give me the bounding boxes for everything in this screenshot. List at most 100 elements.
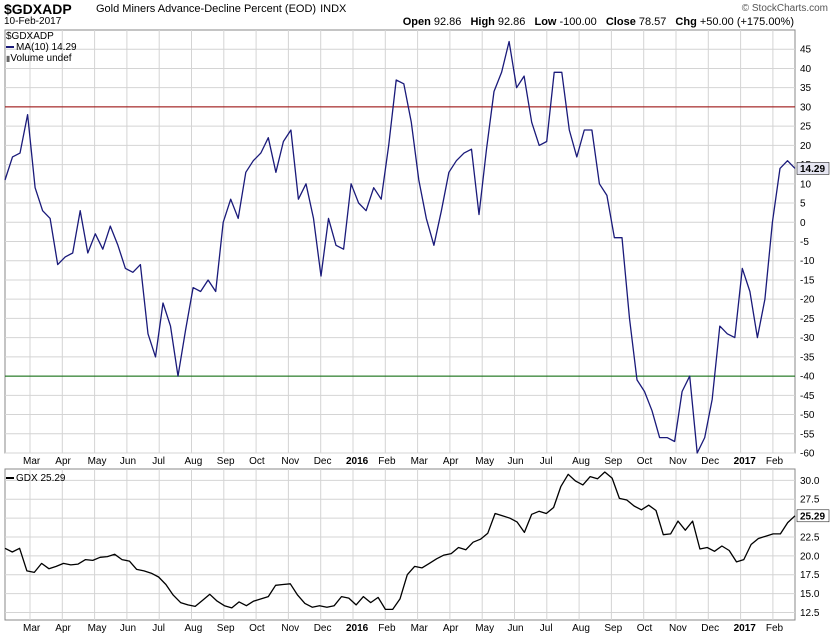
x-tick-label: Dec xyxy=(314,623,332,634)
x-tick-label: Apr xyxy=(443,456,459,467)
description-text: Gold Miners Advance-Decline Percent (EOD… xyxy=(96,3,317,15)
x-tick-label: Jul xyxy=(540,456,553,467)
x-tick-label: Jun xyxy=(120,623,136,634)
symbol-title: $GDXADP xyxy=(4,1,72,17)
x-tick-label: 2016 xyxy=(346,456,369,467)
legend-gdx: GDX 25.29 xyxy=(16,473,66,484)
adp-legend: $GDXADP MA(10) 14.29 ▮Volume undef xyxy=(6,31,77,64)
x-tick-label: Nov xyxy=(281,623,299,634)
x-tick-label: 2016 xyxy=(346,623,369,634)
last-value-label: 25.29 xyxy=(800,511,825,522)
legend-ma: MA(10) 14.29 xyxy=(16,42,77,53)
x-tick-label: Mar xyxy=(23,623,41,634)
x-tick-label: Jul xyxy=(152,623,165,634)
x-tick-label: Aug xyxy=(185,456,203,467)
ohlc-summary: Open 92.86 High 92.86 Low -100.00 Close 78.5… xyxy=(397,16,794,28)
legend-ma-entry: MA(10) 14.29 xyxy=(6,42,77,53)
legend-volume-entry: ▮Volume undef xyxy=(6,53,77,64)
low-label: Low xyxy=(534,16,557,28)
x-tick-label: Oct xyxy=(249,456,265,467)
high-label: High xyxy=(470,16,495,28)
series-line xyxy=(4,471,796,611)
y-tick-label: 0 xyxy=(800,218,806,229)
y-tick-label: 22.5 xyxy=(800,532,820,543)
x-tick-label: Dec xyxy=(701,623,719,634)
x-tick-label: Aug xyxy=(185,623,203,634)
chg-value: +50.00 (+175.00%) xyxy=(699,16,794,28)
y-tick-label: -60 xyxy=(800,449,815,460)
x-tick-label: Dec xyxy=(314,456,332,467)
chart-description: Gold Miners Advance-Decline Percent (EOD… xyxy=(96,3,346,15)
y-tick-label: -5 xyxy=(800,237,809,248)
y-tick-label: 27.5 xyxy=(800,495,820,506)
x-tick-label: May xyxy=(88,623,107,634)
y-tick-label: -30 xyxy=(800,333,815,344)
last-value-box xyxy=(796,509,830,523)
y-tick-label: -10 xyxy=(800,256,815,267)
x-tick-label: Oct xyxy=(249,623,265,634)
x-tick-label: Sep xyxy=(604,456,622,467)
volume-icon: ▮ xyxy=(6,54,11,63)
x-tick-label: Feb xyxy=(378,456,396,467)
legend-symbol: $GDXADP xyxy=(6,31,54,42)
x-tick-label: May xyxy=(88,456,107,467)
y-tick-label: 17.5 xyxy=(800,570,820,581)
y-tick-label: -25 xyxy=(800,314,815,325)
x-tick-label: Apr xyxy=(55,623,71,634)
exchange-label: INDX xyxy=(320,3,347,15)
y-tick-label: -50 xyxy=(800,410,815,421)
legend-volume: Volume undef xyxy=(10,53,72,64)
y-tick-label: 45 xyxy=(800,45,812,56)
x-tick-label: 2017 xyxy=(734,623,757,634)
x-tick-label: Jun xyxy=(120,456,136,467)
y-tick-label: -20 xyxy=(800,295,815,306)
x-tick-label: May xyxy=(475,623,494,634)
x-tick-label: Aug xyxy=(572,623,590,634)
y-tick-label: 25 xyxy=(800,122,812,133)
x-tick-label: Feb xyxy=(766,623,784,634)
high-value: 92.86 xyxy=(497,16,526,28)
last-value-box xyxy=(796,162,830,175)
x-tick-label: Jul xyxy=(152,456,165,467)
x-tick-label: Mar xyxy=(23,456,41,467)
y-tick-label: 35 xyxy=(800,83,812,94)
y-tick-label: -40 xyxy=(800,372,815,383)
y-tick-label: 30 xyxy=(800,102,812,113)
x-tick-label: Dec xyxy=(701,456,719,467)
x-tick-label: 2017 xyxy=(734,456,757,467)
gdx-panel: 30.027.525.022.520.017.515.012.5MarAprMa… xyxy=(4,468,830,634)
y-tick-label: 40 xyxy=(800,64,812,75)
y-tick-label: 10 xyxy=(800,179,812,190)
ma-swatch xyxy=(6,46,14,49)
close-label: Close xyxy=(605,16,636,28)
x-tick-label: Sep xyxy=(217,623,235,634)
y-tick-label: 12.5 xyxy=(800,608,820,619)
plot-area xyxy=(4,468,796,621)
x-tick-label: Aug xyxy=(572,456,590,467)
x-tick-label: Feb xyxy=(378,623,396,634)
x-tick-label: Nov xyxy=(669,456,687,467)
y-tick-label: 15.0 xyxy=(800,589,820,600)
last-value-label: 14.29 xyxy=(800,164,825,175)
chg-label: Chg xyxy=(675,16,697,28)
series-line xyxy=(4,40,796,454)
y-tick-label: 30.0 xyxy=(800,476,820,487)
y-tick-label: 5 xyxy=(800,199,806,210)
y-tick-label: -55 xyxy=(800,429,815,440)
open-label: Open xyxy=(402,16,431,28)
x-tick-label: Apr xyxy=(55,456,71,467)
x-tick-label: Mar xyxy=(411,456,429,467)
x-tick-label: Sep xyxy=(217,456,235,467)
y-tick-label: -35 xyxy=(800,352,815,363)
gdx-legend: GDX 25.29 xyxy=(6,473,65,484)
x-tick-label: Oct xyxy=(637,623,653,634)
x-tick-label: Nov xyxy=(281,456,299,467)
credit-text[interactable]: © StockCharts.com xyxy=(741,3,828,14)
y-tick-label: -15 xyxy=(800,275,815,286)
x-tick-label: Jun xyxy=(508,623,524,634)
y-tick-label: -45 xyxy=(800,391,815,402)
adp-panel: 454035302520151050-5-10-15-20-25-30-35-4… xyxy=(4,29,830,467)
chart-date: 10-Feb-2017 xyxy=(4,16,62,27)
y-tick-label: 20.0 xyxy=(800,551,820,562)
